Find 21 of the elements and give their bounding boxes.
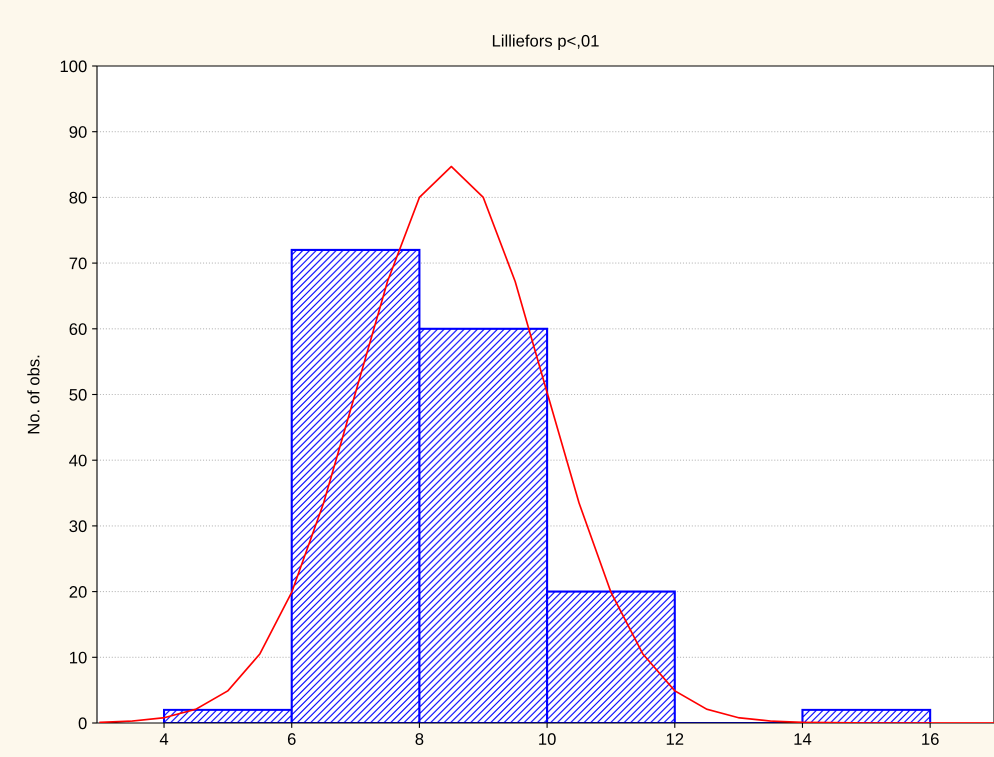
x-tick-label: 12 bbox=[666, 733, 684, 745]
y-tick-label: 10 bbox=[70, 652, 87, 664]
x-tick-label: 8 bbox=[416, 733, 424, 745]
y-tick-label: 50 bbox=[69, 388, 87, 401]
line-series bbox=[99, 166, 994, 723]
y-axis-title: No. of obs. bbox=[27, 356, 40, 434]
x-tick-label: 6 bbox=[288, 733, 296, 745]
x-tick-label: 4 bbox=[160, 733, 168, 745]
x-tick-label: 10 bbox=[539, 733, 556, 745]
x-tick-label: 14 bbox=[794, 733, 812, 745]
y-tick-label: 80 bbox=[69, 192, 87, 204]
chart-title: Lilliefors p<,01 bbox=[492, 34, 599, 50]
y-tick-label: 40 bbox=[69, 454, 87, 466]
x-tick-label: 16 bbox=[922, 733, 939, 745]
y-tick-label: 0 bbox=[78, 717, 87, 730]
y-tick-label: 70 bbox=[70, 258, 87, 270]
y-tick-label: 30 bbox=[69, 520, 87, 532]
y-tick-label: 90 bbox=[70, 126, 87, 138]
y-tick-label: 100 bbox=[60, 60, 87, 72]
y-tick-label: 20 bbox=[70, 586, 87, 598]
y-tick-label: 60 bbox=[70, 323, 87, 336]
